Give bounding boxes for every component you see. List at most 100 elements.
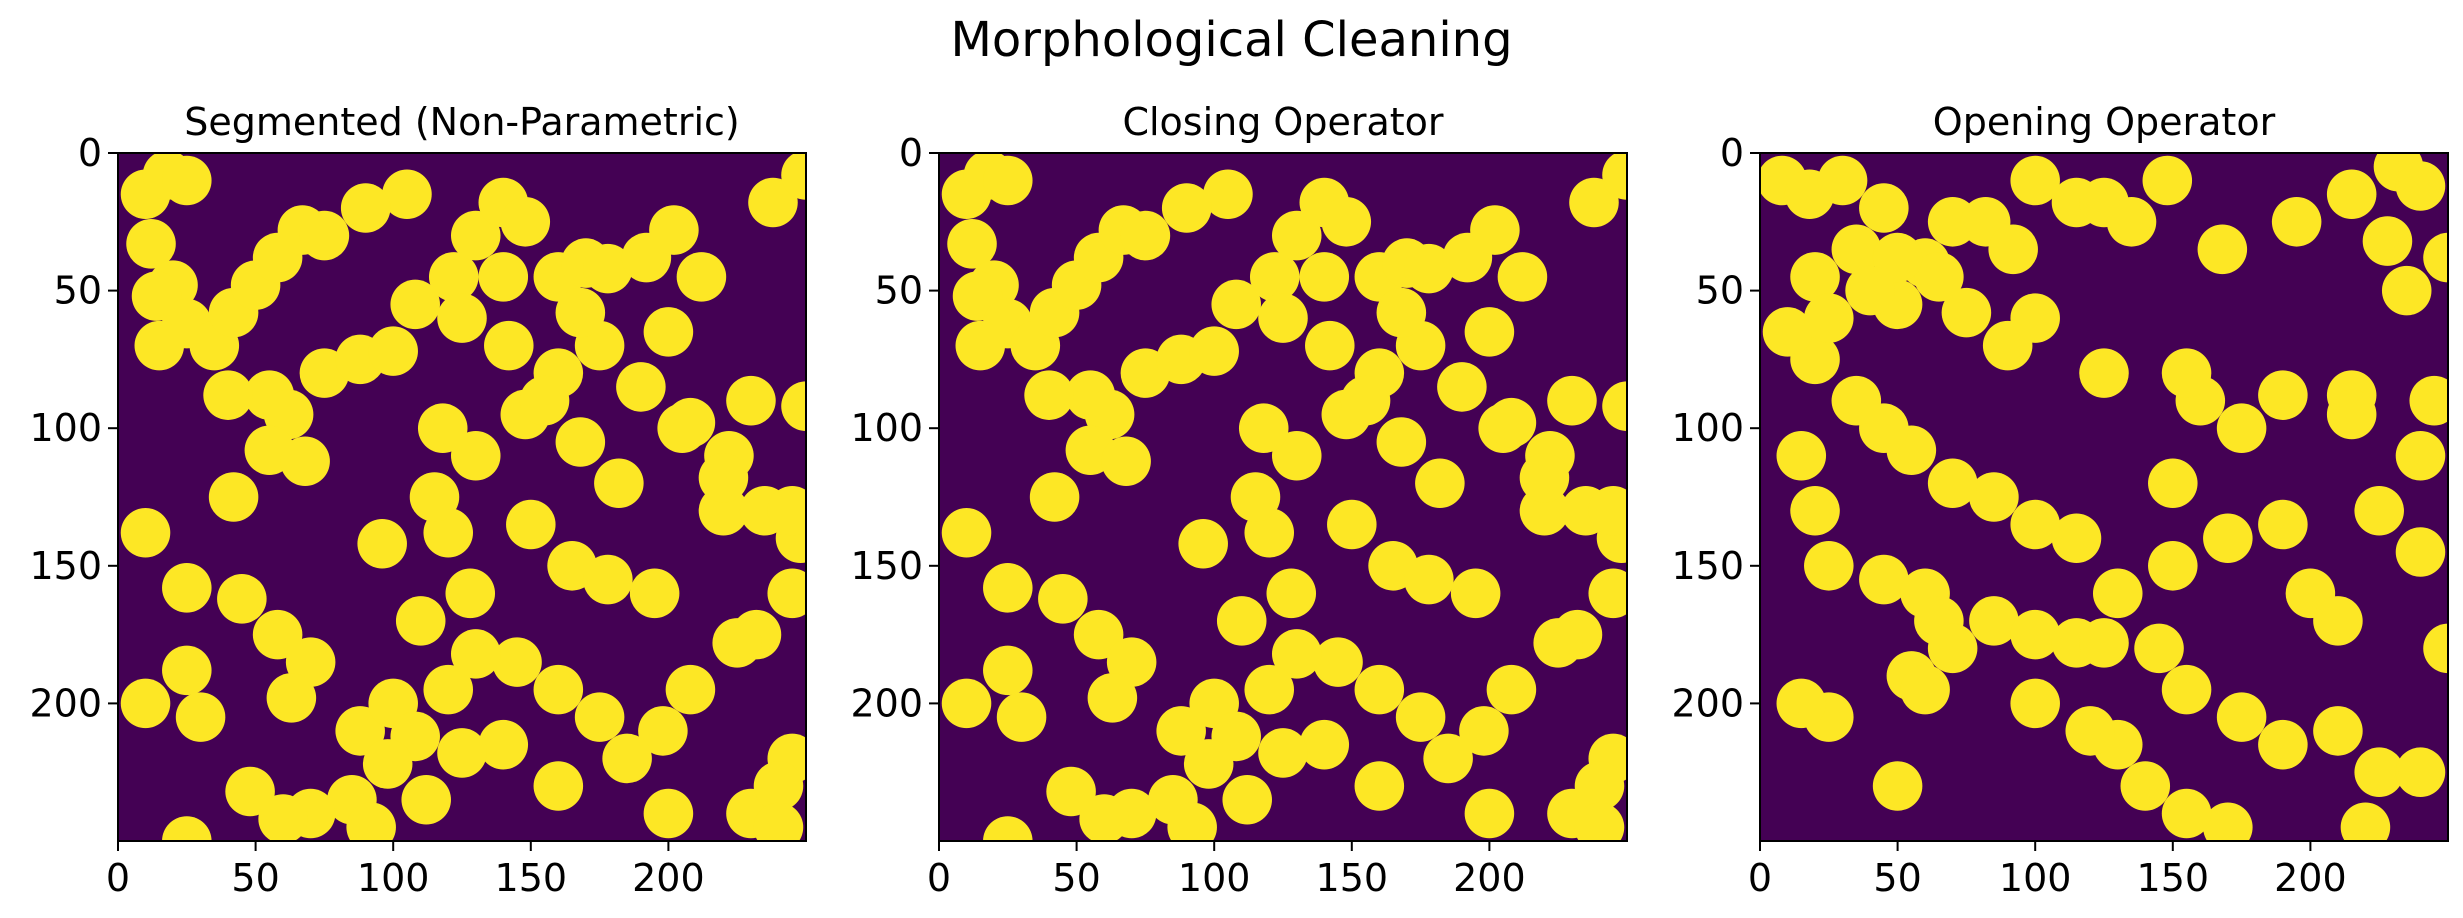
blob-48 <box>1266 568 1317 619</box>
y-tick-label: 200 <box>29 681 102 725</box>
blob-107 <box>162 645 212 696</box>
blob-22 <box>2395 161 2446 211</box>
blob-82 <box>299 210 350 261</box>
blob-15 <box>2142 155 2193 206</box>
blob-62 <box>1533 618 1583 668</box>
blob-11 <box>2010 155 2060 206</box>
blob-26 <box>676 252 727 302</box>
blob-80 <box>382 169 432 220</box>
blob-54 <box>2134 623 2184 674</box>
blob-70 <box>423 664 474 715</box>
blob-89 <box>1404 554 1454 605</box>
blob-73 <box>1982 320 2033 371</box>
blob-19 <box>2362 216 2413 266</box>
x-tick-label: 50 <box>1873 856 1921 900</box>
blob-19 <box>450 210 501 261</box>
blob-61 <box>1588 568 1627 619</box>
x-tick-label: 50 <box>231 856 279 900</box>
blob-50 <box>409 472 460 522</box>
blob-71 <box>2079 348 2129 398</box>
blob-47 <box>1927 623 1978 674</box>
blob-32 <box>2051 513 2102 564</box>
blob-35 <box>1024 370 1074 420</box>
blob-77 <box>1845 265 1895 316</box>
blob-34 <box>134 320 185 371</box>
blob-44 <box>266 673 317 723</box>
blob-29 <box>2203 513 2253 564</box>
blob-27 <box>2354 485 2404 536</box>
x-tick-label: 50 <box>1052 856 1100 900</box>
blob-99 <box>1602 381 1627 431</box>
blob-66 <box>1395 692 1446 742</box>
y-tick-label: 0 <box>78 131 102 175</box>
panel-title-segmented: Segmented (Non-Parametric) <box>184 100 740 144</box>
blob-16 <box>368 326 418 376</box>
blob-17 <box>1211 279 1261 330</box>
blob-42 <box>252 609 303 660</box>
y-tick-label: 0 <box>899 131 923 175</box>
blob-38 <box>208 472 259 522</box>
blob-38 <box>1029 472 1080 522</box>
blob-87 <box>1327 499 1377 550</box>
blob-28 <box>2395 527 2446 577</box>
blob-109 <box>175 692 226 742</box>
image-panel-0 <box>118 153 806 841</box>
blob-65 <box>1423 733 1473 784</box>
blob-2 <box>162 155 212 206</box>
blob-3 <box>947 219 997 269</box>
blob-79 <box>983 816 1033 841</box>
blob-14 <box>2106 197 2157 247</box>
blob-103 <box>478 719 529 770</box>
blob-101 <box>767 485 806 536</box>
blob-76 <box>258 794 308 841</box>
blob-81 <box>1161 183 1212 233</box>
blob-94 <box>484 320 534 371</box>
blob-94 <box>1305 320 1355 371</box>
blob-34 <box>955 320 1006 371</box>
blob-4 <box>1831 224 1882 275</box>
blob-10 <box>1988 224 2038 275</box>
blob-53 <box>2079 618 2129 668</box>
blob-61 <box>2340 802 2391 841</box>
blob-79 <box>162 816 212 841</box>
blob-77 <box>643 788 694 839</box>
blob-86 <box>1178 519 1228 569</box>
blob-35 <box>203 370 253 420</box>
blob-86 <box>2409 375 2448 426</box>
blob-58 <box>698 452 749 503</box>
blob-84 <box>2258 499 2308 550</box>
blob-68 <box>2216 403 2267 453</box>
blob-100 <box>1547 375 1597 426</box>
blob-19 <box>1271 210 1322 261</box>
blob-102 <box>1354 761 1405 811</box>
blob-47 <box>395 596 446 646</box>
blob-24 <box>583 243 633 294</box>
x-tick-label: 200 <box>2274 856 2347 900</box>
x-tick-label: 100 <box>1999 856 2072 900</box>
blob-67 <box>2010 678 2060 729</box>
blob-78 <box>1574 802 1625 841</box>
y-tick-label: 150 <box>1671 544 1744 588</box>
y-tick-label: 50 <box>875 269 923 313</box>
blob-17 <box>390 279 440 330</box>
blob-59 <box>2354 747 2404 797</box>
blob-91 <box>1415 458 1465 509</box>
blob-97 <box>748 177 798 228</box>
blob-66 <box>2065 706 2116 756</box>
blob-84 <box>437 293 487 343</box>
blob-3 <box>1859 183 1909 233</box>
blob-63 <box>665 664 716 715</box>
blob-16 <box>2197 224 2248 275</box>
blob-17 <box>2271 197 2322 247</box>
blob-81 <box>1776 678 1827 729</box>
blob-21 <box>1321 197 1372 247</box>
blob-58 <box>2313 706 2363 756</box>
blob-104 <box>437 728 487 778</box>
blob-39 <box>941 508 992 558</box>
blob-83 <box>1299 252 1350 302</box>
blob-78 <box>1804 293 1854 343</box>
blob-70 <box>1244 664 1295 715</box>
blob-56 <box>2216 692 2267 742</box>
blob-75 <box>1914 252 1964 302</box>
